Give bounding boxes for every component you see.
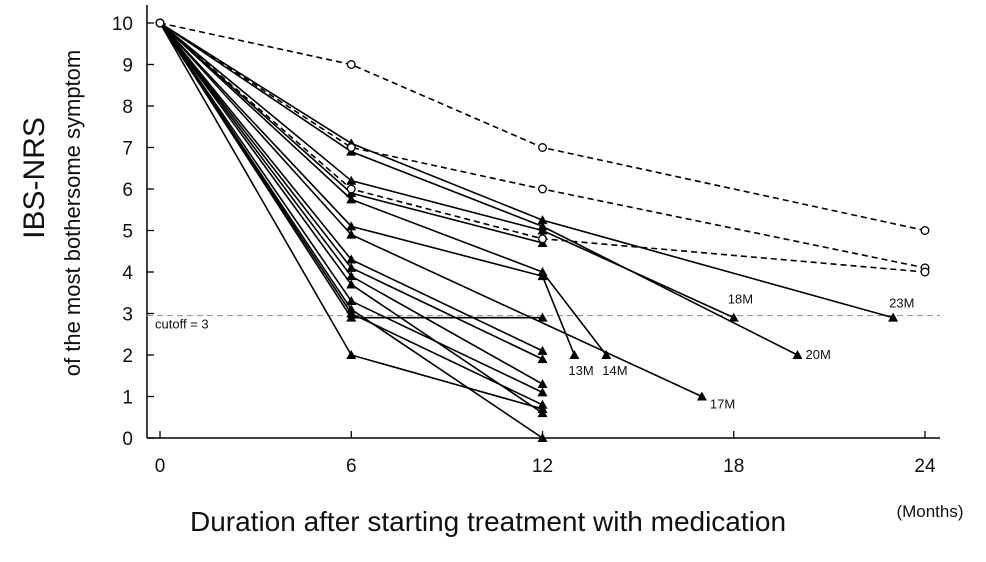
circle-marker [538,143,547,152]
triangle-marker [696,391,707,401]
x-axis-title: Duration after starting treatment with m… [190,506,786,537]
triangle-marker [346,254,357,264]
y-tick-label: 8 [122,97,133,118]
circle-marker [538,234,547,244]
circle-marker [346,184,356,194]
triangle-marker [537,379,548,389]
annotation-label: 13M [568,363,593,378]
y-tick-label: 3 [122,305,133,326]
triangle-marker [728,312,739,322]
triangle-marker [537,312,548,322]
circle-marker [538,184,547,194]
solid-series-line [159,22,543,394]
cutoff-label: cutoff = 3 [155,317,209,332]
triangle-marker [346,350,357,359]
y-tick-label: 9 [122,56,133,77]
y-tick-label: 1 [122,388,133,409]
triangle-marker [346,175,357,185]
solid-series-line [159,22,576,356]
circle-marker [346,143,356,152]
circle-marker [346,60,356,69]
series-markers [155,18,930,442]
triangle-marker [346,271,357,281]
annotation-label: 18M [728,292,753,307]
triangle-marker [537,433,548,442]
y-tick-label: 10 [112,14,133,35]
triangle-marker [537,225,548,235]
y-tick-label: 4 [122,263,133,284]
x-tick-label: 0 [155,456,166,477]
dashed-series-line [159,22,926,273]
solid-series-line [159,22,543,244]
triangle-marker [537,403,548,413]
x-tick-label: 18 [723,456,744,477]
circle-marker [155,18,165,28]
annotation-label: 17M [710,397,735,412]
y-tick-label: 6 [122,180,133,201]
triangle-marker [888,312,899,322]
triangle-marker [346,312,357,322]
triangle-marker [792,350,803,359]
annotation-label: 23M [889,296,914,311]
triangle-marker [346,229,357,239]
y-axis-title: IBS-NRS [18,117,51,239]
triangle-marker [537,215,548,225]
solid-series-line [159,22,735,319]
triangle-marker [569,350,580,359]
solid-series-line [159,22,543,406]
solid-series-line [159,22,798,356]
triangle-marker [346,262,357,272]
chart-labels: 13M 14M 17M 18M 20M 23M IBS-NRS of the most bot… [18,50,964,537]
cutoff-line-group: cutoff = 3 [147,314,940,332]
triangle-marker [346,279,357,289]
triangle-marker [346,194,357,204]
triangle-marker [346,296,357,306]
y-tick-label: 7 [122,139,133,160]
x-tick-label: 24 [914,456,936,477]
annotation-label: 14M [602,363,627,378]
y-tick-label: 5 [122,222,133,243]
circle-marker [920,226,930,235]
dashed-series-line [159,22,926,269]
triangle-marker [537,271,548,281]
triangle-marker [537,345,548,355]
solid-series-line [159,22,894,319]
triangle-marker [537,354,548,364]
y-tick-label: 2 [122,346,133,367]
triangle-marker [346,221,357,231]
y-axis-subtitle: of the most bothersome symptom [60,50,85,376]
triangle-marker [537,387,548,397]
x-axis-unit: (Months) [896,502,963,521]
solid-series-line [159,22,607,356]
x-tick-label: 12 [532,456,553,477]
x-tick-label: 6 [346,456,357,477]
circle-marker [920,267,930,277]
y-tick-label: 0 [122,429,133,450]
annotation-label: 20M [806,347,831,362]
triangle-marker [601,350,612,359]
